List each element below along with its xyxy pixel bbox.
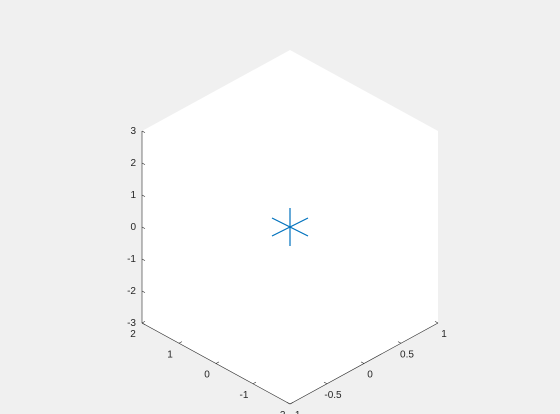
y-tick-label: 2 bbox=[130, 329, 136, 340]
x-tick-label: -0.5 bbox=[324, 390, 342, 401]
y-tick bbox=[252, 381, 257, 385]
y-tick bbox=[178, 341, 183, 344]
y-tick-label: 0 bbox=[204, 370, 210, 381]
z-tick bbox=[141, 290, 146, 293]
z-tick bbox=[141, 194, 146, 197]
x-tick bbox=[360, 361, 365, 364]
z-tick bbox=[141, 162, 146, 165]
y-tick-label: 1 bbox=[167, 349, 173, 360]
x-tick-label: 0.5 bbox=[400, 349, 414, 360]
z-tick-label: 0 bbox=[130, 222, 136, 233]
x-tick-label: 0 bbox=[367, 370, 373, 381]
z-tick bbox=[141, 130, 146, 133]
x-tick bbox=[286, 402, 291, 405]
z-tick-label: -1 bbox=[127, 254, 136, 265]
x-tick-label: 1 bbox=[441, 329, 447, 340]
z-tick-label: 1 bbox=[130, 190, 136, 201]
z-tick-label: 2 bbox=[130, 158, 136, 169]
tick-marks bbox=[141, 130, 439, 405]
z-tick-label: -2 bbox=[127, 286, 136, 297]
data-points bbox=[271, 208, 309, 246]
y-tick bbox=[141, 321, 146, 324]
y-tick bbox=[215, 361, 220, 364]
data-point bbox=[271, 208, 309, 246]
y-tick bbox=[289, 402, 294, 405]
z-tick bbox=[141, 258, 146, 261]
z-tick-label: 3 bbox=[130, 126, 136, 137]
y-tick-label: -2 bbox=[277, 410, 286, 414]
z-tick bbox=[141, 226, 146, 229]
x-tick bbox=[323, 381, 328, 385]
x-tick-label: -1 bbox=[292, 410, 301, 414]
z-tick bbox=[141, 322, 146, 325]
y-tick-label: -1 bbox=[240, 390, 249, 401]
z-tick-label: -3 bbox=[127, 318, 136, 329]
x-tick bbox=[397, 341, 402, 344]
x-tick bbox=[434, 321, 439, 324]
